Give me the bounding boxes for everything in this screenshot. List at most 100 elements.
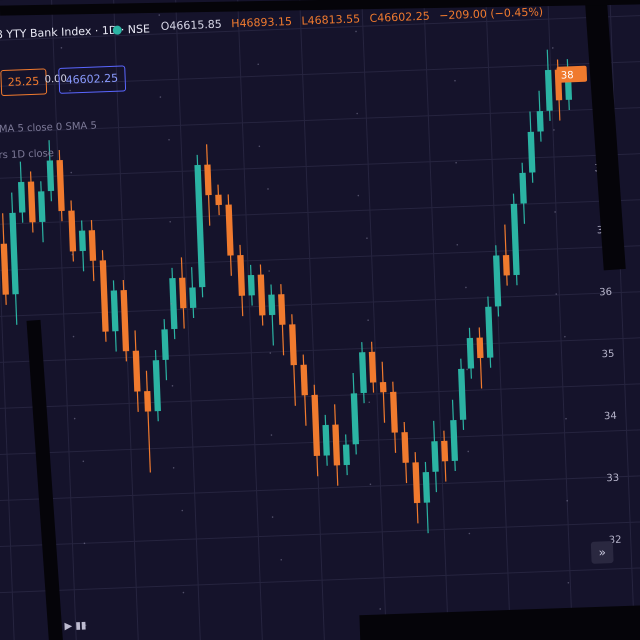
candle-body — [544, 69, 553, 111]
candle-body — [412, 462, 421, 504]
candle-body — [502, 254, 510, 276]
screen-speck — [357, 194, 360, 197]
grid-line — [236, 0, 264, 640]
screen-speck — [367, 319, 369, 322]
candle-body — [368, 351, 377, 383]
ohlc-open: O46615.85 — [160, 17, 223, 33]
ohlc-low: L46813.55 — [301, 12, 361, 28]
candle-body — [458, 368, 467, 420]
candle-body — [466, 337, 475, 369]
candle-body — [476, 337, 484, 359]
screen-speck — [356, 112, 358, 115]
candle-body — [38, 191, 46, 223]
grid-line — [51, 0, 78, 640]
screen-speck — [565, 417, 567, 420]
screen-speck — [269, 352, 272, 354]
candle-body — [536, 111, 544, 132]
candle-body — [0, 243, 9, 295]
screen-speck — [159, 96, 162, 98]
candle-body — [332, 424, 341, 466]
screen-speck — [71, 253, 74, 256]
grid-line — [422, 0, 450, 640]
candle-body — [120, 290, 130, 352]
screen-speck — [566, 499, 568, 502]
screen-speck — [455, 161, 457, 164]
screen-speck — [468, 532, 471, 535]
screen-speck — [554, 211, 556, 213]
ohlc-close: C46602.25 — [369, 9, 430, 25]
candle-body — [161, 329, 169, 360]
candle-body — [379, 381, 387, 393]
candle-body — [17, 181, 26, 213]
screen-speck — [60, 47, 63, 49]
screen-speck — [552, 47, 554, 49]
screen-speck — [369, 483, 372, 486]
screen-speck — [366, 237, 368, 240]
screen-speck — [555, 293, 558, 295]
candle-body — [215, 194, 222, 206]
grid-line — [0, 336, 640, 364]
screen-speck — [82, 460, 85, 463]
screen-speck — [564, 335, 566, 338]
candle-body — [257, 274, 266, 316]
price-axis-label: 33 — [606, 473, 619, 484]
screen-speck — [169, 220, 171, 223]
grid-line — [0, 198, 640, 226]
candle-body — [46, 160, 55, 192]
candle-body — [278, 294, 286, 325]
price-axis-label: 32 — [609, 535, 622, 546]
screen-speck — [158, 14, 161, 16]
screen-speck — [72, 335, 75, 338]
candle-body — [450, 420, 459, 461]
candle-body — [564, 79, 573, 100]
candle-body — [132, 350, 141, 392]
grid-line — [298, 0, 326, 640]
price-axis-label: 34 — [604, 411, 617, 422]
screen-speck — [181, 509, 184, 512]
grid-line — [0, 520, 640, 548]
screen-speck — [172, 467, 175, 469]
last-price-label: 38 — [561, 70, 574, 81]
candle-body — [422, 472, 431, 503]
candle-body — [189, 287, 197, 308]
candle-body — [493, 255, 502, 307]
buy-button[interactable]: 46602.25 — [58, 65, 126, 94]
candle-body — [311, 394, 321, 457]
candle-body — [99, 260, 109, 332]
candle-body — [519, 172, 527, 204]
screen-speck — [69, 89, 71, 92]
screen-speck — [270, 434, 273, 436]
candle-body — [247, 274, 255, 296]
candle-body — [144, 391, 152, 412]
candle-body — [350, 393, 359, 445]
grid-line — [0, 60, 640, 88]
grid-line — [0, 14, 640, 42]
candle-body — [390, 391, 398, 433]
scroll-to-realtime-button[interactable]: » — [590, 541, 614, 564]
screen-speck — [171, 384, 174, 387]
screen-speck — [454, 79, 456, 82]
candle-body — [485, 306, 494, 358]
candle-body — [68, 210, 77, 252]
screen-speck — [168, 138, 170, 141]
candle-wick — [145, 370, 151, 473]
screen-speck — [267, 188, 269, 190]
candle-body — [401, 432, 409, 463]
grid-line — [0, 152, 640, 180]
grid-line — [0, 428, 640, 456]
candle-body — [431, 441, 439, 472]
screen-speck — [170, 302, 173, 305]
screen-speck — [465, 286, 467, 289]
screen-speck — [84, 624, 87, 627]
screen-speck — [368, 401, 371, 404]
screen-speck — [268, 270, 270, 272]
screen-speck — [257, 63, 260, 66]
candle-body — [237, 254, 246, 296]
screen-speck — [567, 581, 570, 584]
candle-body — [78, 230, 86, 252]
candle-body — [268, 294, 276, 316]
ohlc-high: H46893.15 — [231, 14, 293, 31]
candle-body — [179, 277, 187, 309]
